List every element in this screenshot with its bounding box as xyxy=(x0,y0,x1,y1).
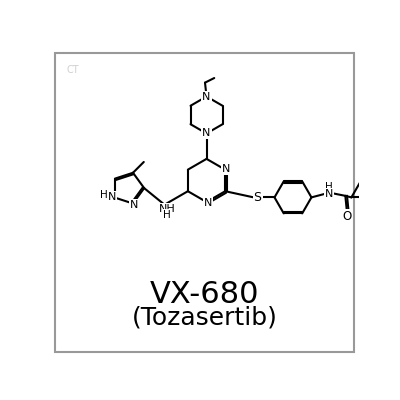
Text: N: N xyxy=(325,188,333,198)
Text: N: N xyxy=(130,200,139,210)
Text: H: H xyxy=(100,190,108,200)
Text: N: N xyxy=(202,128,211,138)
Text: H: H xyxy=(325,182,333,192)
Text: N: N xyxy=(202,92,211,102)
Text: VX-680: VX-680 xyxy=(150,280,260,309)
Text: N: N xyxy=(108,192,116,202)
Text: H: H xyxy=(163,210,171,220)
Text: (Tozasertib): (Tozasertib) xyxy=(132,306,278,330)
Text: NH: NH xyxy=(158,204,175,214)
Text: N: N xyxy=(204,198,212,208)
Text: CT: CT xyxy=(66,64,79,74)
Text: O: O xyxy=(342,210,352,223)
Text: N: N xyxy=(222,164,230,174)
Text: S: S xyxy=(254,191,262,204)
